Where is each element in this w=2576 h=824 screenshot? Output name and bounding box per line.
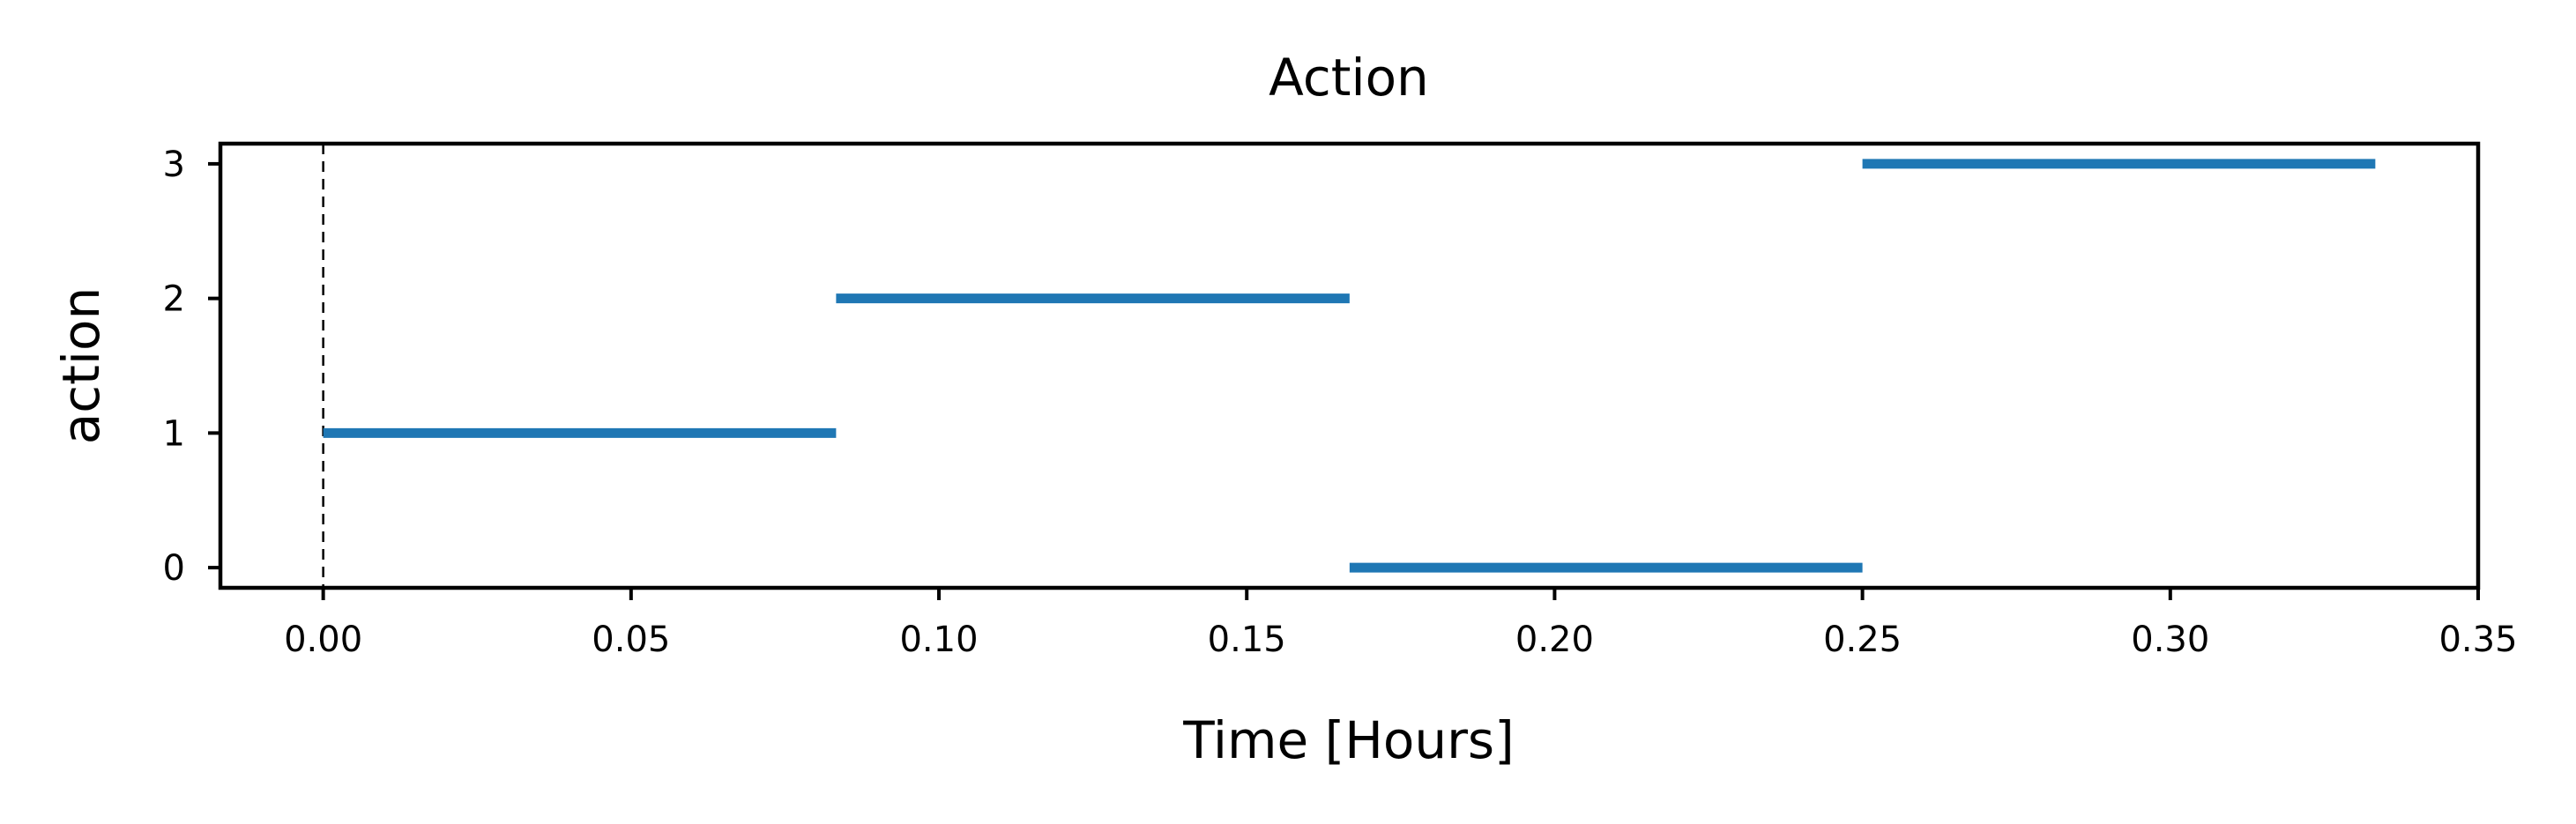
x-tick-label: 0.35 (2438, 620, 2517, 660)
x-tick-label: 0.10 (899, 620, 978, 660)
x-tick-label: 0.30 (2131, 620, 2209, 660)
chart-title: Action (1269, 48, 1429, 108)
y-tick-label: 0 (163, 548, 185, 589)
x-axis-label: Time [Hours] (1182, 710, 1515, 770)
x-tick-label: 0.20 (1515, 620, 1594, 660)
x-tick-label: 0.15 (1208, 620, 1286, 660)
plot-area (322, 144, 2376, 588)
x-tick-label: 0.00 (284, 620, 362, 660)
y-tick-label: 3 (163, 145, 185, 185)
x-tick-label: 0.05 (592, 620, 670, 660)
y-tick-label: 1 (163, 413, 185, 454)
plot-frame (218, 141, 2481, 590)
y-axis-label: action (51, 287, 111, 445)
y-tick-label: 2 (163, 279, 185, 320)
axis-ticks: 0.00 0.05 0.10 0.15 0.20 0.25 0.30 0.35 0 1 2 3 (163, 145, 2518, 660)
x-tick-label: 0.25 (1823, 620, 1902, 660)
